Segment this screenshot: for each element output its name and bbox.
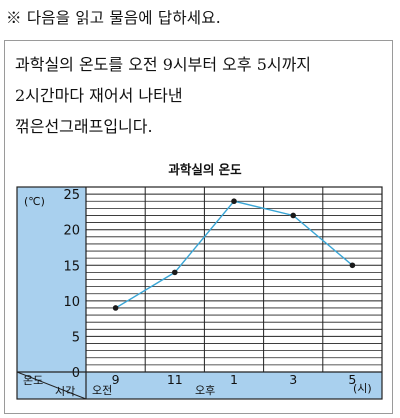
corner-x-label: 시각 [55, 385, 75, 398]
x-tick-label: 1 [230, 372, 238, 387]
y-tick-label: 10 [63, 295, 80, 310]
y-tick-label: 20 [63, 224, 80, 239]
x-unit-label: (시) [353, 382, 372, 395]
data-point [349, 262, 356, 269]
description-line-3: 꺾은선그래프입니다. [15, 117, 153, 136]
instruction-text: ※ 다음을 읽고 물음에 답하세요. [6, 9, 221, 27]
period-label-pm: 오후 [195, 384, 215, 397]
data-point [172, 269, 178, 276]
x-tick-label: 9 [112, 372, 120, 387]
x-tick-label: 11 [167, 372, 183, 387]
data-point [290, 212, 297, 219]
corner-y-label: 온도 [23, 374, 43, 387]
y-tick-label: 0 [72, 366, 80, 381]
y-tick-label: 5 [72, 330, 80, 345]
x-tick-label: 5 [348, 372, 356, 387]
period-label-am: 오전 [92, 384, 112, 397]
y-tick-labels: 0 5 10 15 20 25 [63, 188, 80, 381]
x-axis-panel [17, 372, 382, 399]
chart-title: 과학실의 온도 [168, 162, 242, 177]
y-unit-label: (℃) [24, 195, 45, 208]
y-tick-label: 25 [63, 188, 80, 203]
chart-border [16, 186, 383, 400]
data-point [231, 198, 237, 205]
x-tick-label: 3 [289, 372, 297, 387]
description: 과학실의 온도를 오전 9시부터 오후 5시까지 2시간마다 재어서 나타낸 꺾… [15, 49, 387, 142]
corner-diagonal [16, 371, 87, 400]
x-tick-labels: 9 11 1 3 5 [112, 372, 357, 387]
y-tick-label: 15 [63, 259, 80, 274]
description-line-1: 과학실의 온도를 오전 9시부터 오후 5시까지 [15, 55, 312, 74]
description-line-2: 2시간마다 재어서 나타낸 [15, 86, 183, 105]
data-points [112, 198, 356, 311]
data-point [112, 305, 119, 311]
y-axis-panel [17, 187, 86, 372]
